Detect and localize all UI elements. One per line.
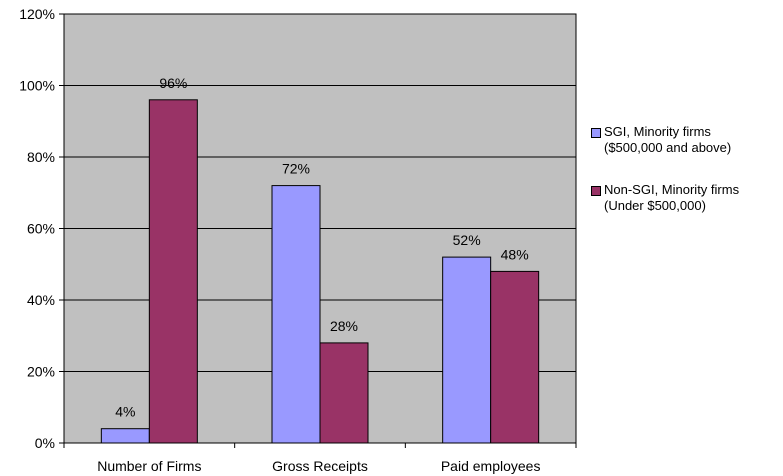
data-label: 52% [453, 232, 481, 248]
data-label: 72% [282, 161, 310, 177]
y-tick-label: 100% [19, 78, 55, 94]
y-tick-label: 120% [19, 6, 55, 22]
x-tick-label: Paid employees [441, 458, 541, 474]
y-tick-label: 0% [35, 435, 55, 451]
y-tick-label: 80% [27, 149, 55, 165]
axes [59, 13, 577, 448]
y-tick-label: 20% [27, 364, 55, 380]
data-label: 28% [330, 318, 358, 334]
bars [100, 99, 540, 444]
bar [490, 270, 540, 444]
legend-label-sgi: SGI, Minority firms ($500,000 and above) [604, 124, 732, 155]
y-tick-label: 60% [27, 221, 55, 237]
data-label: 48% [501, 246, 529, 262]
x-tick-label: Gross Receipts [272, 458, 368, 474]
data-labels: 4% 96% 72% 28% 52% 48% [115, 75, 528, 420]
bar [271, 185, 321, 444]
x-tick-labels: Number of Firms Gross Receipts Paid employ… [97, 458, 540, 474]
legend-label-non-sgi: Non-SGI, Minority firms (Under $500,000) [604, 182, 740, 213]
legend: SGI, Minority firms ($500,000 and above)… [591, 124, 783, 240]
legend-swatch-non-sgi [591, 186, 601, 196]
legend-item-sgi: SGI, Minority firms ($500,000 and above) [591, 124, 783, 156]
data-label: 96% [159, 75, 187, 91]
bar [148, 99, 198, 444]
bar [100, 428, 150, 444]
y-tick-label: 40% [27, 292, 55, 308]
plot-border [63, 13, 577, 444]
bar [442, 256, 492, 444]
x-tick-label: Number of Firms [97, 458, 201, 474]
y-tick-labels: 0% 20% 40% 60% 80% 100% 120% [19, 6, 55, 451]
bar [319, 342, 369, 444]
legend-swatch-sgi [591, 128, 601, 138]
data-label: 4% [115, 404, 135, 420]
legend-item-non-sgi: Non-SGI, Minority firms (Under $500,000) [591, 182, 783, 214]
